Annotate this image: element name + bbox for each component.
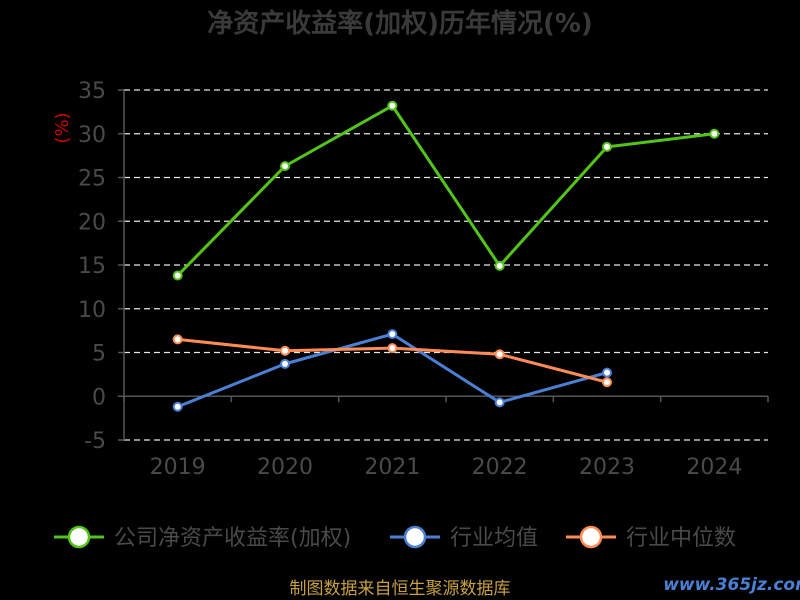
y-tick-label: 5 <box>92 342 106 367</box>
legend-marker[interactable] <box>67 525 91 549</box>
y-axis-unit: (%) <box>52 112 73 143</box>
data-point[interactable] <box>709 128 720 139</box>
y-tick-label: 25 <box>78 167 106 192</box>
y-tick-label: 20 <box>78 210 106 235</box>
data-point[interactable] <box>602 377 612 388</box>
data-point[interactable] <box>602 141 612 152</box>
x-tick-label: 2022 <box>472 455 528 480</box>
x-tick-label: 2024 <box>686 455 742 480</box>
y-tick-label: -5 <box>84 429 106 454</box>
data-point[interactable] <box>494 397 505 408</box>
legend-marker[interactable] <box>579 525 603 549</box>
data-source-note: 制图数据来自恒生聚源数据库 <box>290 579 511 599</box>
data-point[interactable] <box>494 349 505 360</box>
data-point[interactable] <box>172 401 183 412</box>
y-tick-label: 10 <box>78 298 106 323</box>
x-tick-label: 2019 <box>150 455 206 480</box>
y-tick-label: 30 <box>78 123 106 148</box>
data-point[interactable] <box>280 345 290 356</box>
y-tick-label: 0 <box>92 385 106 410</box>
legend-label[interactable]: 公司净资产收益率(加权) <box>114 526 351 551</box>
data-point[interactable] <box>494 260 505 271</box>
x-tick-label: 2023 <box>579 455 635 480</box>
data-point[interactable] <box>387 343 398 354</box>
series-line-0 <box>176 104 715 277</box>
legend-label[interactable]: 行业中位数 <box>626 526 736 551</box>
y-tick-label: 35 <box>78 79 106 104</box>
data-point[interactable] <box>172 334 183 345</box>
legend: 公司净资产收益率(加权) 行业均值 行业中位数 <box>54 525 736 551</box>
axis-layer: 35 30 25 20 15 10 5 0 -5 2019 2020 2021 2022 2023 2024 <box>78 79 769 480</box>
x-tick-label: 2021 <box>364 455 420 480</box>
data-point[interactable] <box>280 358 290 369</box>
data-point[interactable] <box>280 161 290 172</box>
legend-label[interactable]: 行业均值 <box>450 526 538 551</box>
watermark: www.365jz.com <box>663 575 800 595</box>
data-point[interactable] <box>172 270 183 281</box>
data-point[interactable] <box>602 367 612 378</box>
legend-marker[interactable] <box>403 525 427 549</box>
series-layer <box>172 100 720 412</box>
x-tick-label: 2020 <box>257 455 313 480</box>
chart-title: 净资产收益率(加权)历年情况(%) <box>207 8 593 39</box>
y-tick-label: 15 <box>78 254 106 279</box>
data-point[interactable] <box>387 100 398 111</box>
data-point[interactable] <box>387 329 398 340</box>
grid-layer <box>124 89 768 441</box>
